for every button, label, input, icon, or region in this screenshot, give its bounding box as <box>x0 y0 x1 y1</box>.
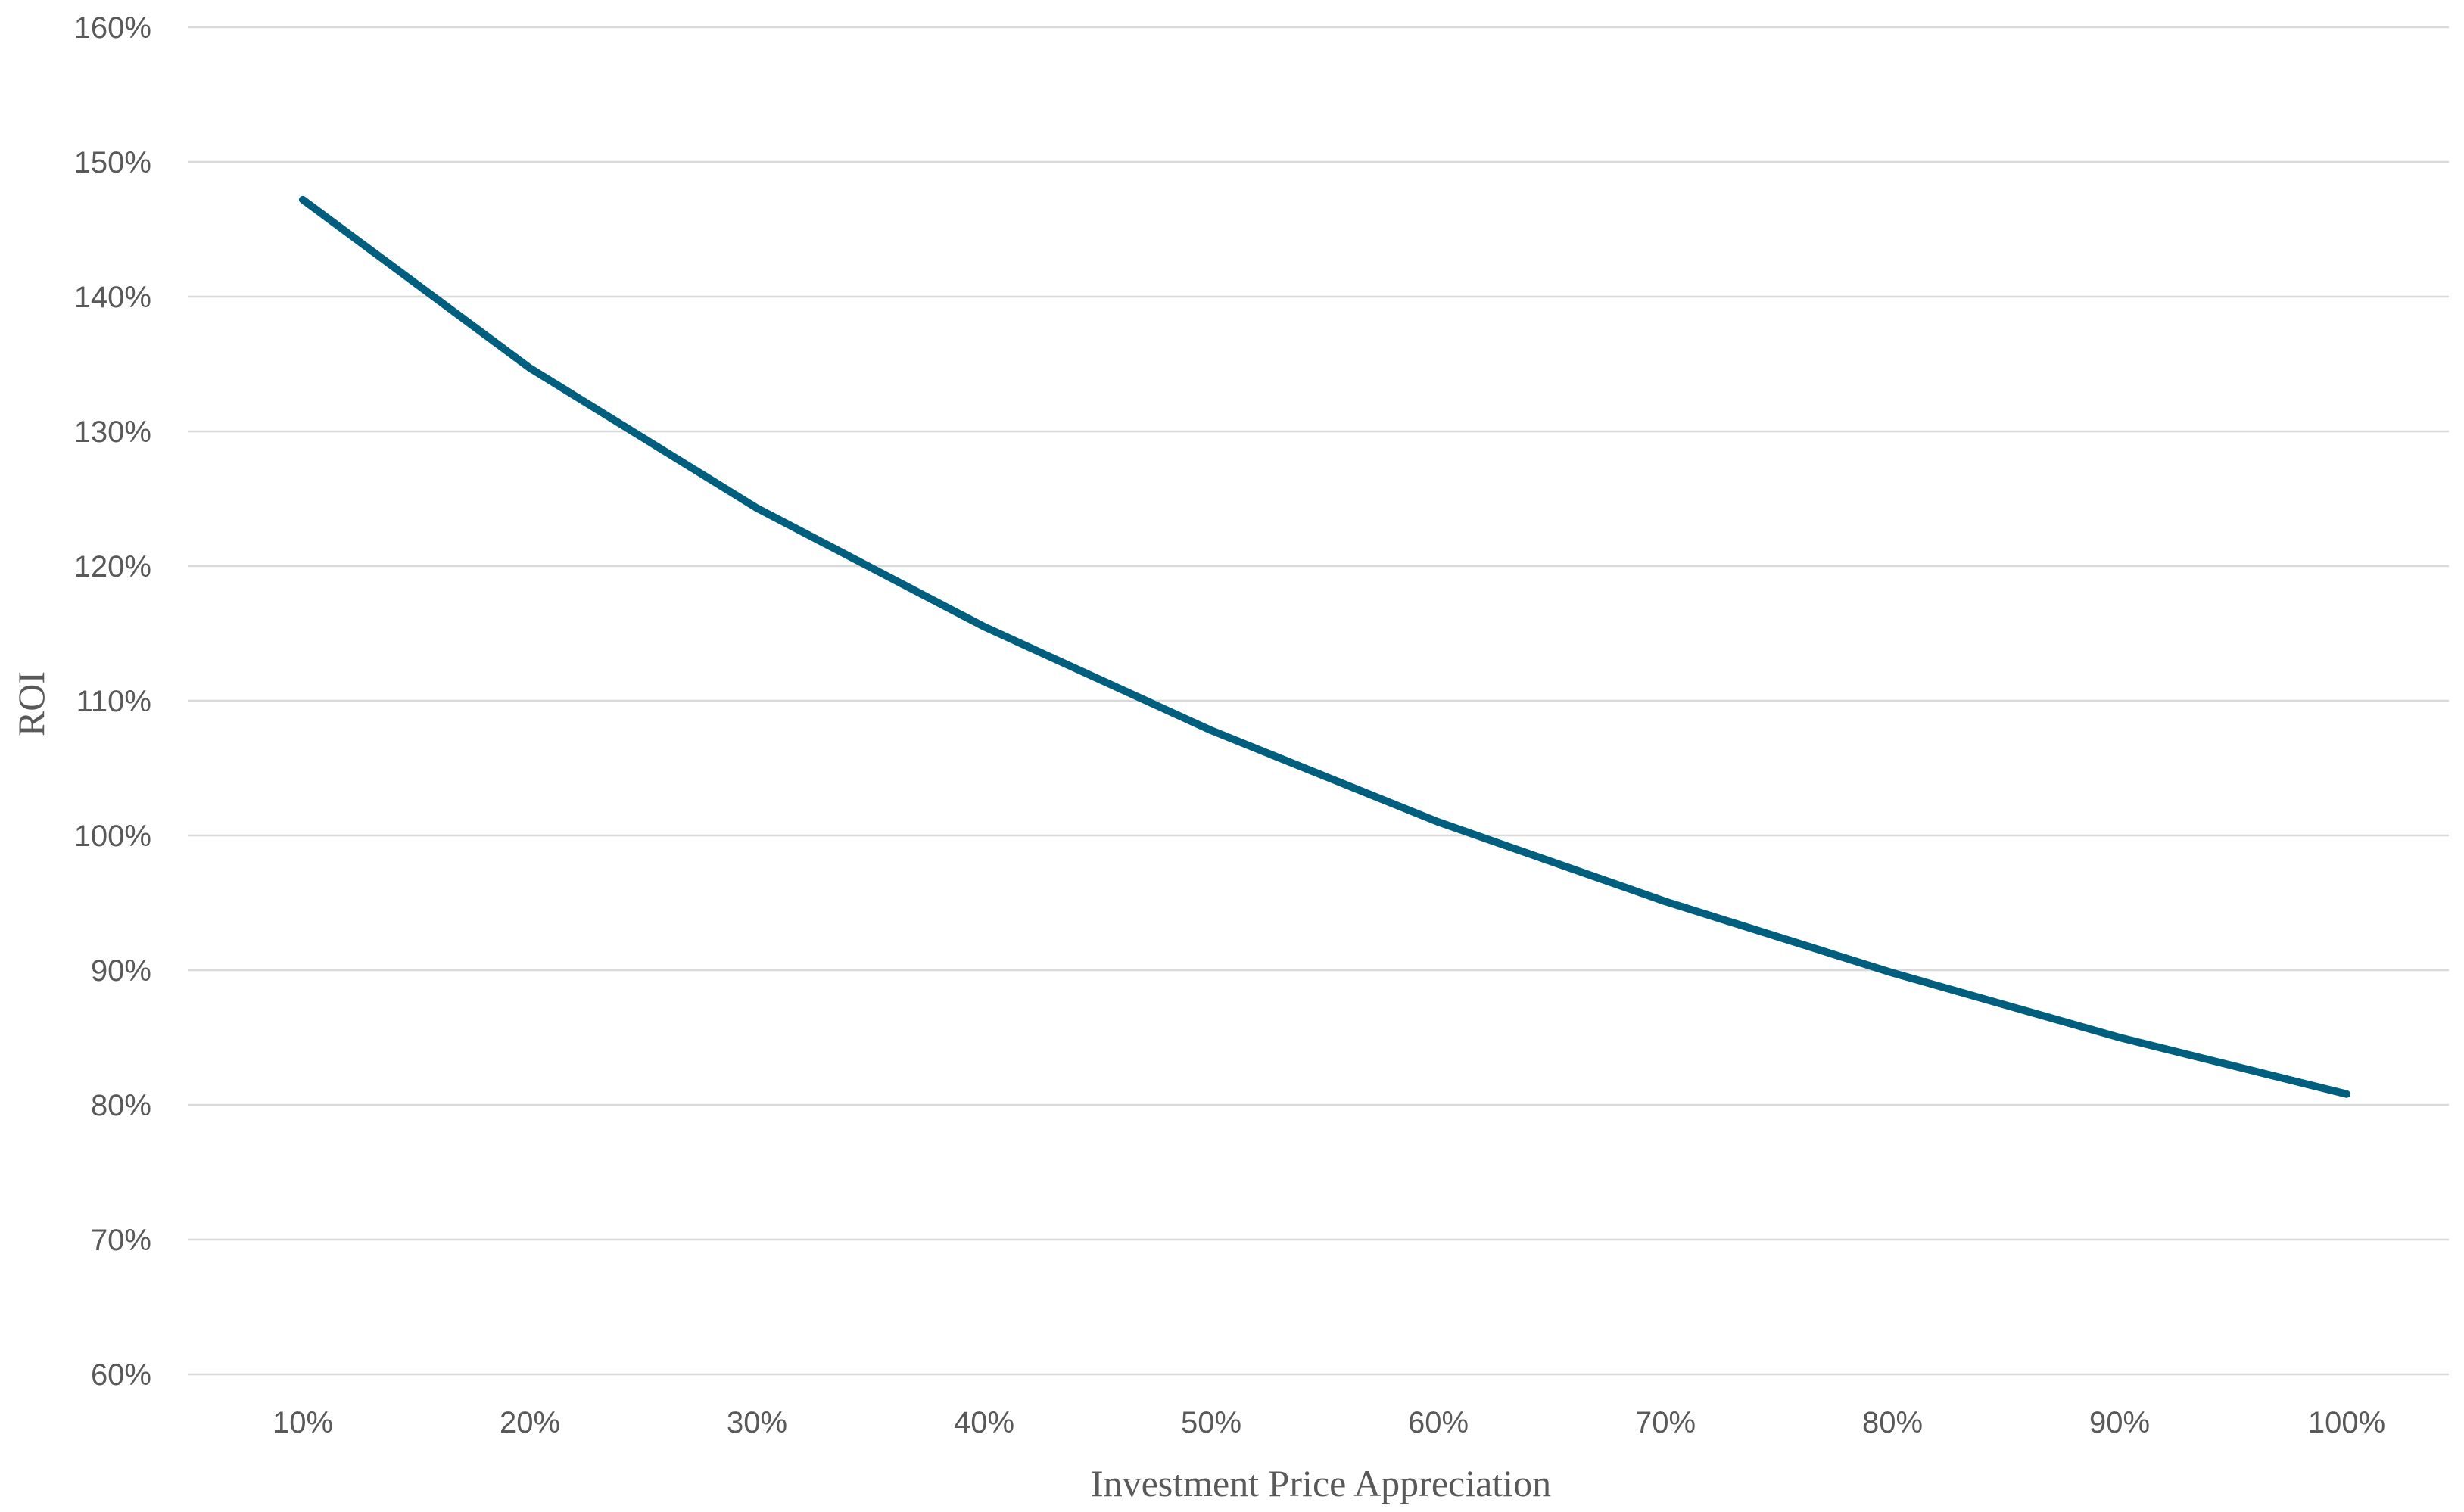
x-tick-label-7: 70% <box>1635 1406 1696 1439</box>
y-tick-label-80: 80% <box>91 1089 151 1122</box>
y-tick-label-70: 70% <box>91 1224 151 1257</box>
y-tick-label-130: 130% <box>74 415 151 449</box>
x-tick-label-3: 30% <box>727 1406 787 1439</box>
gridlines <box>188 26 2449 1376</box>
y-tick-label-60: 60% <box>91 1358 151 1392</box>
series-line-1 <box>299 195 2350 1098</box>
y-tick-label-90: 90% <box>91 954 151 988</box>
series-lines <box>299 195 2350 1098</box>
y-tick-label-120: 120% <box>74 550 151 583</box>
x-axis-tick-labels: 10% 20% 30% 40% 50% 60% 70% 80% 90% 100% <box>273 1406 2385 1439</box>
y-tick-label-100: 100% <box>74 820 151 853</box>
x-tick-label-1: 10% <box>273 1406 333 1439</box>
y-tick-label-110: 110% <box>76 685 151 718</box>
x-tick-label-6: 60% <box>1408 1406 1469 1439</box>
x-tick-label-9: 90% <box>2089 1406 2150 1439</box>
y-tick-label-160: 160% <box>74 11 151 45</box>
y-tick-label-150: 150% <box>74 146 151 179</box>
x-tick-label-5: 50% <box>1181 1406 1241 1439</box>
y-tick-label-140: 140% <box>74 281 151 314</box>
x-tick-label-8: 80% <box>1862 1406 1923 1439</box>
y-axis-title: ROI <box>10 671 52 736</box>
x-axis-title: Investment Price Appreciation <box>1091 1462 1551 1504</box>
x-tick-label-10: 100% <box>2308 1406 2385 1439</box>
x-tick-label-2: 20% <box>500 1406 560 1439</box>
x-tick-label-4: 40% <box>954 1406 1014 1439</box>
y-axis-tick-labels: 60% 70% 80% 90% 100% 110% 120% 130% 140% 150% 160% <box>74 11 151 1392</box>
